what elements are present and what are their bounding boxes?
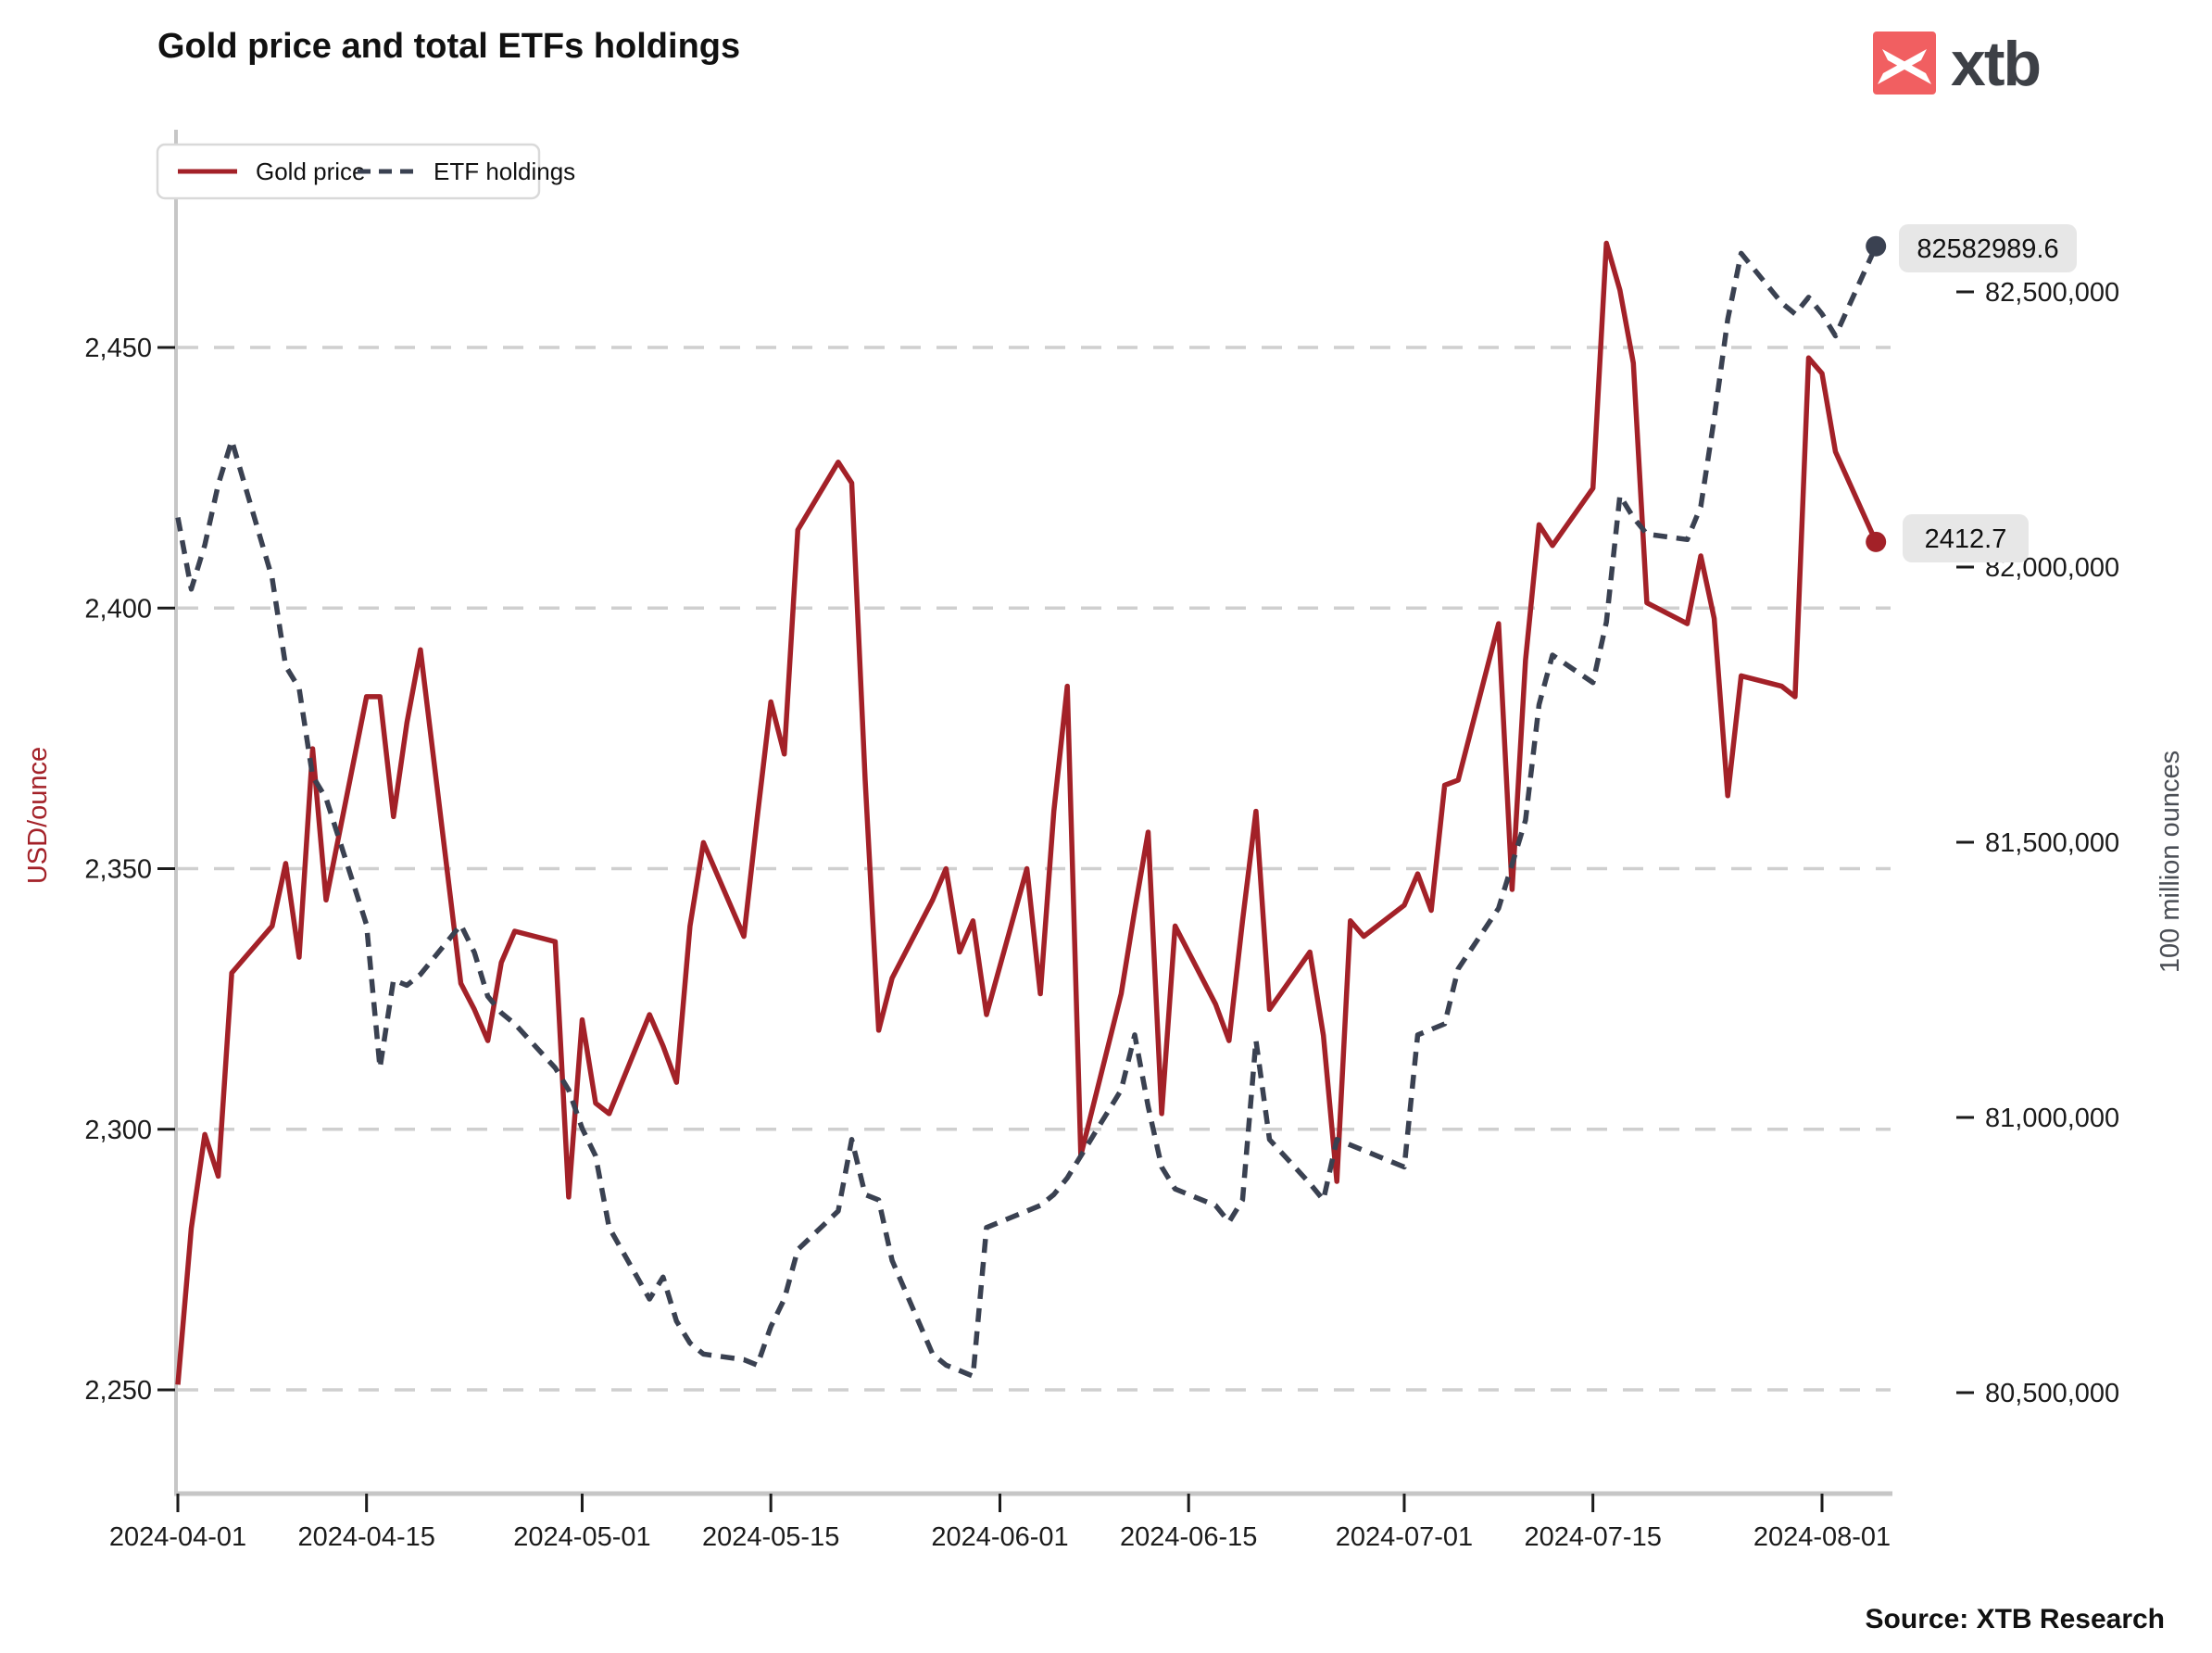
x-tick-label: 2024-07-15 xyxy=(1524,1522,1661,1552)
annotation-text-etf: 82582989.6 xyxy=(1917,234,2058,264)
axis-ticks: 2,4502,4002,3502,3002,25082,500,00082,00… xyxy=(84,278,2119,1552)
x-tick-label: 2024-07-01 xyxy=(1336,1522,1473,1552)
right-tick-label: 81,500,000 xyxy=(1985,828,2119,858)
legend-box xyxy=(156,143,541,200)
legend-item-etf-holdings: ETF holdings xyxy=(358,158,575,185)
axis-lines xyxy=(174,130,1892,1496)
right-tick-label: 80,500,000 xyxy=(1985,1379,2119,1408)
left-tick-label: 2,250 xyxy=(84,1376,152,1406)
end-dot-etf-holdings xyxy=(1866,235,1887,257)
end-dot-gold-price xyxy=(1866,531,1887,552)
x-tick-label: 2024-04-15 xyxy=(298,1522,435,1552)
source-note: Source: XTB Research xyxy=(1866,1604,2165,1634)
left-tick-label: 2,350 xyxy=(84,855,152,885)
xtb-logo-text: xtb xyxy=(1951,29,2040,99)
annotation-box xyxy=(1903,514,2029,562)
legend-item-gold-price: Gold price xyxy=(178,158,366,185)
annotation-etf-last-value: 82582989.6 xyxy=(1899,224,2077,272)
right-tick-label: 82,500,000 xyxy=(1985,278,2119,308)
xtb-logo: xtb xyxy=(1873,29,2042,99)
annotation-text-gold: 2412.7 xyxy=(1925,524,2007,554)
x-tick-label: 2024-08-01 xyxy=(1753,1522,1891,1552)
left-axis-title: USD/ounce xyxy=(23,747,53,884)
left-tick-label: 2,300 xyxy=(84,1116,152,1145)
annotation-box xyxy=(1899,224,2077,272)
legend-label-gold-price: Gold price xyxy=(256,158,366,185)
data-series xyxy=(175,240,1879,1385)
right-tick-label: 81,000,000 xyxy=(1985,1104,2119,1133)
legend: Gold price ETF holdings xyxy=(156,143,575,200)
series-line-etf-holdings xyxy=(175,245,1879,1379)
x-tick-label: 2024-05-15 xyxy=(702,1522,839,1552)
xtb-bird-x-icon xyxy=(1878,49,1931,84)
left-tick-label: 2,400 xyxy=(84,594,152,624)
gridlines xyxy=(178,346,1891,1392)
series-line-gold-price xyxy=(175,240,1879,1385)
annotation-gold-last-value: 2412.7 xyxy=(1903,514,2029,562)
x-tick-label: 2024-06-15 xyxy=(1120,1522,1257,1552)
legend-label-etf-holdings: ETF holdings xyxy=(434,158,575,185)
right-axis-title: 100 million ounces xyxy=(2155,751,2185,973)
x-tick-label: 2024-04-01 xyxy=(109,1522,246,1552)
series-end-markers xyxy=(1866,235,1887,552)
x-tick-label: 2024-05-01 xyxy=(513,1522,650,1552)
x-tick-label: 2024-06-01 xyxy=(931,1522,1068,1552)
left-tick-label: 2,450 xyxy=(84,334,152,363)
page-title: Gold price and total ETFs holdings xyxy=(157,27,740,66)
